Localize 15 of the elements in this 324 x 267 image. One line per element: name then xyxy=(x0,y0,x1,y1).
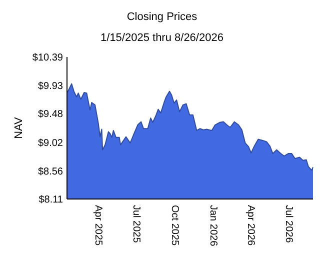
x-tick-label: Jul 2026 xyxy=(283,205,294,244)
y-tick-label: $8.56 xyxy=(38,166,64,178)
y-axis-title: NAV xyxy=(13,116,25,139)
x-tick-label: Jan 2026 xyxy=(207,205,218,247)
y-tick-label: $9.93 xyxy=(38,81,64,92)
chart-title: Closing Prices xyxy=(126,11,198,23)
y-tick-label: $8.11 xyxy=(38,194,64,206)
y-tick-label: $10.39 xyxy=(32,52,64,64)
x-tick-label: Apr 2026 xyxy=(245,205,256,246)
x-tick-label: Oct 2025 xyxy=(168,205,180,246)
x-tick-label: Apr 2025 xyxy=(92,205,104,246)
x-tick-label: Jul 2025 xyxy=(130,205,142,244)
y-tick-label: $9.02 xyxy=(38,138,64,149)
y-tick-label: $9.48 xyxy=(38,109,64,120)
chart-subtitle: 1/15/2025 thru 8/26/2026 xyxy=(100,32,224,44)
